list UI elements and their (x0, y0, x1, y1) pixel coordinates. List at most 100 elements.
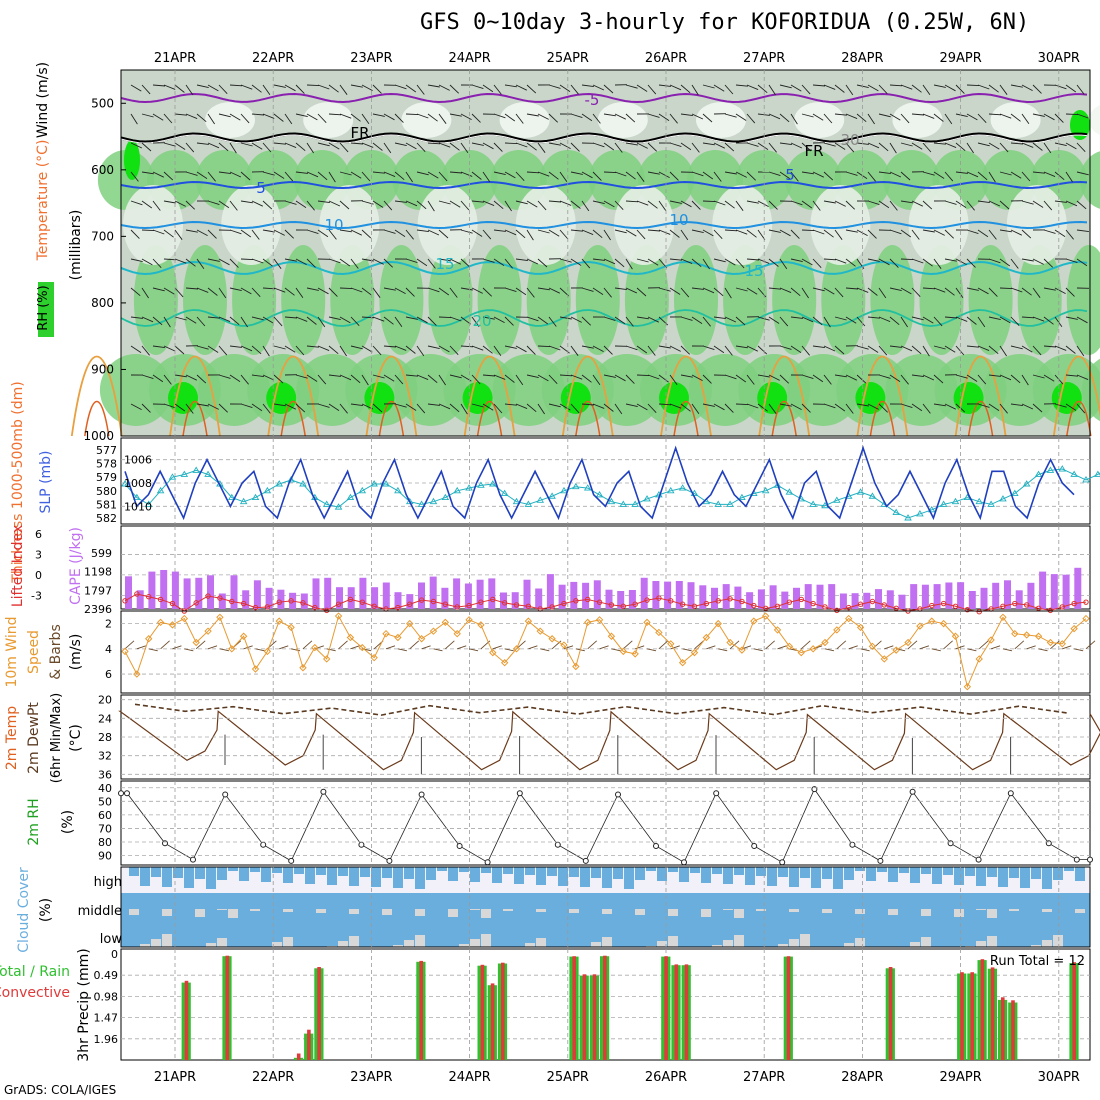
isotherm-30 (869, 401, 896, 437)
thickness-point (619, 500, 628, 507)
wind-barb (537, 287, 550, 291)
wind-barb (284, 345, 296, 353)
wind-barb (526, 316, 539, 322)
cloud-low-gap (921, 937, 931, 947)
wind-barb (669, 200, 682, 204)
temperature-label: Temperature (°C) (35, 140, 51, 262)
cape-bar (535, 588, 543, 609)
wind-barb (592, 171, 602, 181)
rh-tick-label: 80 (98, 836, 112, 849)
isotherm-25 (660, 355, 712, 437)
wind-barb (779, 113, 790, 123)
wind-barb (471, 113, 481, 123)
wind-barb (174, 374, 187, 378)
wind-barb (889, 345, 902, 348)
wind-barb (240, 258, 254, 261)
wind-barb-10m (397, 648, 407, 652)
wind-barb (625, 142, 638, 146)
rh-low-region (303, 102, 354, 138)
wind-barb (394, 374, 404, 385)
wind-barb (724, 287, 732, 299)
wind-barb (911, 316, 924, 321)
precip-convective-bar (490, 983, 495, 1060)
wind-barb (801, 84, 811, 95)
cape-bar (371, 587, 379, 609)
wind-barb (1043, 200, 1053, 211)
wind-barb (449, 316, 462, 322)
wind-speed-point (868, 642, 877, 651)
precip-convective-bar (674, 964, 679, 1060)
wind-barb (757, 200, 769, 207)
isotherm-10 (120, 220, 1088, 230)
upper-air-frame (120, 69, 1091, 437)
wind-barb (1043, 287, 1056, 291)
wind-barb (141, 229, 155, 232)
rh-point (516, 790, 523, 797)
rh-region (428, 245, 473, 355)
wind-barb-10m (824, 648, 835, 652)
wind-barb (174, 345, 185, 355)
wind-barb (526, 403, 537, 413)
wind-barb (801, 142, 812, 152)
wind-barb (251, 229, 260, 240)
wind-barb (251, 200, 263, 207)
wind-barb (603, 374, 616, 378)
li-point (822, 604, 828, 610)
li-point (157, 596, 164, 603)
isotherm-30 (771, 401, 797, 437)
wind-barb (801, 345, 810, 356)
wind-barb (581, 316, 592, 326)
li-point (1023, 602, 1030, 608)
date-label-top: 28APR (841, 51, 883, 66)
wind-speed-point (1058, 640, 1066, 648)
wind-barb (427, 316, 437, 326)
wind-barb (944, 287, 955, 296)
precip-convective-bar (184, 980, 189, 1060)
wind-barb (570, 316, 582, 323)
wind-barb (449, 287, 458, 298)
wind-barb (229, 229, 242, 235)
wind-barb (999, 316, 1011, 324)
precip-tick-label: 0.49 (94, 969, 119, 982)
wind-speed-point (145, 635, 153, 643)
wind-barb (493, 200, 504, 210)
cloud-mid-gap (734, 909, 744, 918)
rh-region (1017, 245, 1062, 355)
wind-barb (691, 84, 699, 96)
precip-tick-label: 0 (111, 948, 118, 961)
cloud-high-bar (547, 867, 557, 876)
wind-barb (790, 345, 802, 353)
wind-barb (900, 200, 913, 204)
wind-barb (691, 258, 702, 268)
wind-speed-point (750, 617, 758, 625)
precip-tick-label: 1.96 (94, 1033, 119, 1046)
wind-barb (350, 316, 360, 327)
wind-barb (955, 171, 968, 174)
cape-bar (382, 582, 390, 609)
wind-barb (702, 403, 715, 407)
wind-barb (317, 113, 327, 124)
li-point (288, 598, 294, 604)
wind-barb (944, 84, 956, 92)
wind-barb (1043, 113, 1055, 121)
rh-low-region (401, 102, 452, 138)
wind-speed-point (358, 643, 366, 652)
wind-barb (284, 84, 296, 92)
wind-tick-label: 4 (105, 643, 112, 656)
wind-barb-10m (753, 648, 763, 652)
cloud-high-bar (1020, 867, 1030, 888)
wind-barb (416, 345, 425, 357)
isotherm-25 (463, 355, 516, 437)
wind10m-label: 10m Wind (4, 616, 20, 687)
wind-barb (933, 345, 946, 350)
thickness-point (144, 500, 153, 507)
wind-barb-10m (207, 645, 218, 650)
cloud-high-bar (250, 867, 260, 872)
cape-bar (675, 581, 683, 609)
wind-barb (1065, 171, 1073, 183)
cloud-high-bar (602, 867, 612, 888)
wind-barb (207, 200, 220, 206)
wind-barb (559, 229, 569, 240)
wind-barb (163, 316, 171, 328)
wind-barb (900, 171, 911, 181)
